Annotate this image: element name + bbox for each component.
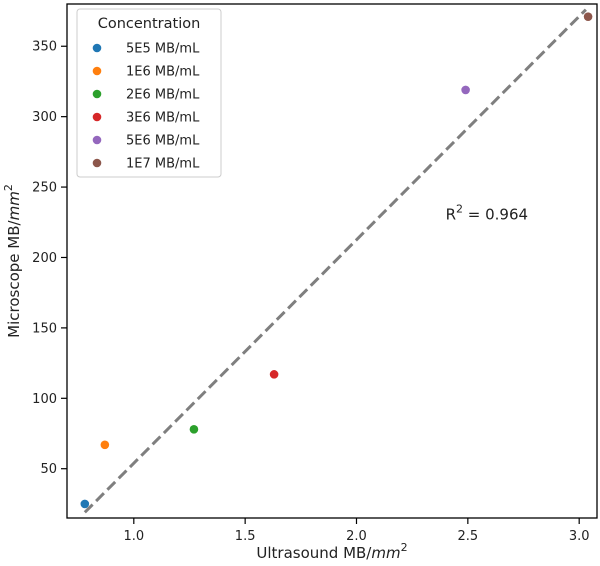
- data-point: [80, 499, 90, 509]
- x-tick-label: 3.0: [569, 529, 590, 544]
- r-squared-annotation: R2 = 0.964: [446, 202, 528, 223]
- legend-marker: [92, 89, 102, 99]
- legend-marker: [92, 135, 102, 145]
- x-tick-label: 2.0: [346, 529, 367, 544]
- legend-label: 3E6 MB/mL: [126, 111, 200, 126]
- regression-line: [83, 8, 587, 514]
- legend-label: 5E6 MB/mL: [126, 134, 200, 149]
- y-axis-title: Microscope MB/mm2: [2, 184, 23, 338]
- y-tick-label: 100: [32, 392, 57, 407]
- legend-label: 5E5 MB/mL: [126, 42, 200, 57]
- legend-marker: [92, 112, 102, 122]
- y-tick-label: 200: [32, 251, 57, 266]
- data-point: [269, 370, 279, 379]
- plot-frame: [66, 3, 598, 519]
- y-tick-label: 150: [32, 321, 57, 336]
- x-tick-label: 2.5: [457, 529, 478, 544]
- data-point: [461, 85, 470, 95]
- legend-marker: [92, 158, 102, 168]
- data-point: [583, 12, 593, 21]
- y-tick-label: 50: [40, 462, 57, 477]
- legend-marker: [92, 43, 102, 53]
- legend-label: 1E7 MB/mL: [126, 157, 200, 172]
- data-point: [189, 424, 199, 434]
- y-tick-label: 350: [32, 40, 57, 55]
- x-axis-title: Ultrasound MB/mm2: [256, 541, 407, 562]
- x-tick-label: 1.5: [235, 529, 256, 544]
- x-tick-label: 1.0: [123, 529, 144, 544]
- legend-marker: [92, 66, 102, 76]
- legend-label: 1E6 MB/mL: [126, 65, 200, 80]
- legend-title: Concentration: [98, 16, 201, 32]
- y-tick-label: 250: [32, 181, 57, 196]
- legend-label: 2E6 MB/mL: [126, 88, 200, 103]
- y-tick-label: 300: [32, 110, 57, 125]
- legend-box: [76, 8, 222, 178]
- data-point: [100, 440, 110, 450]
